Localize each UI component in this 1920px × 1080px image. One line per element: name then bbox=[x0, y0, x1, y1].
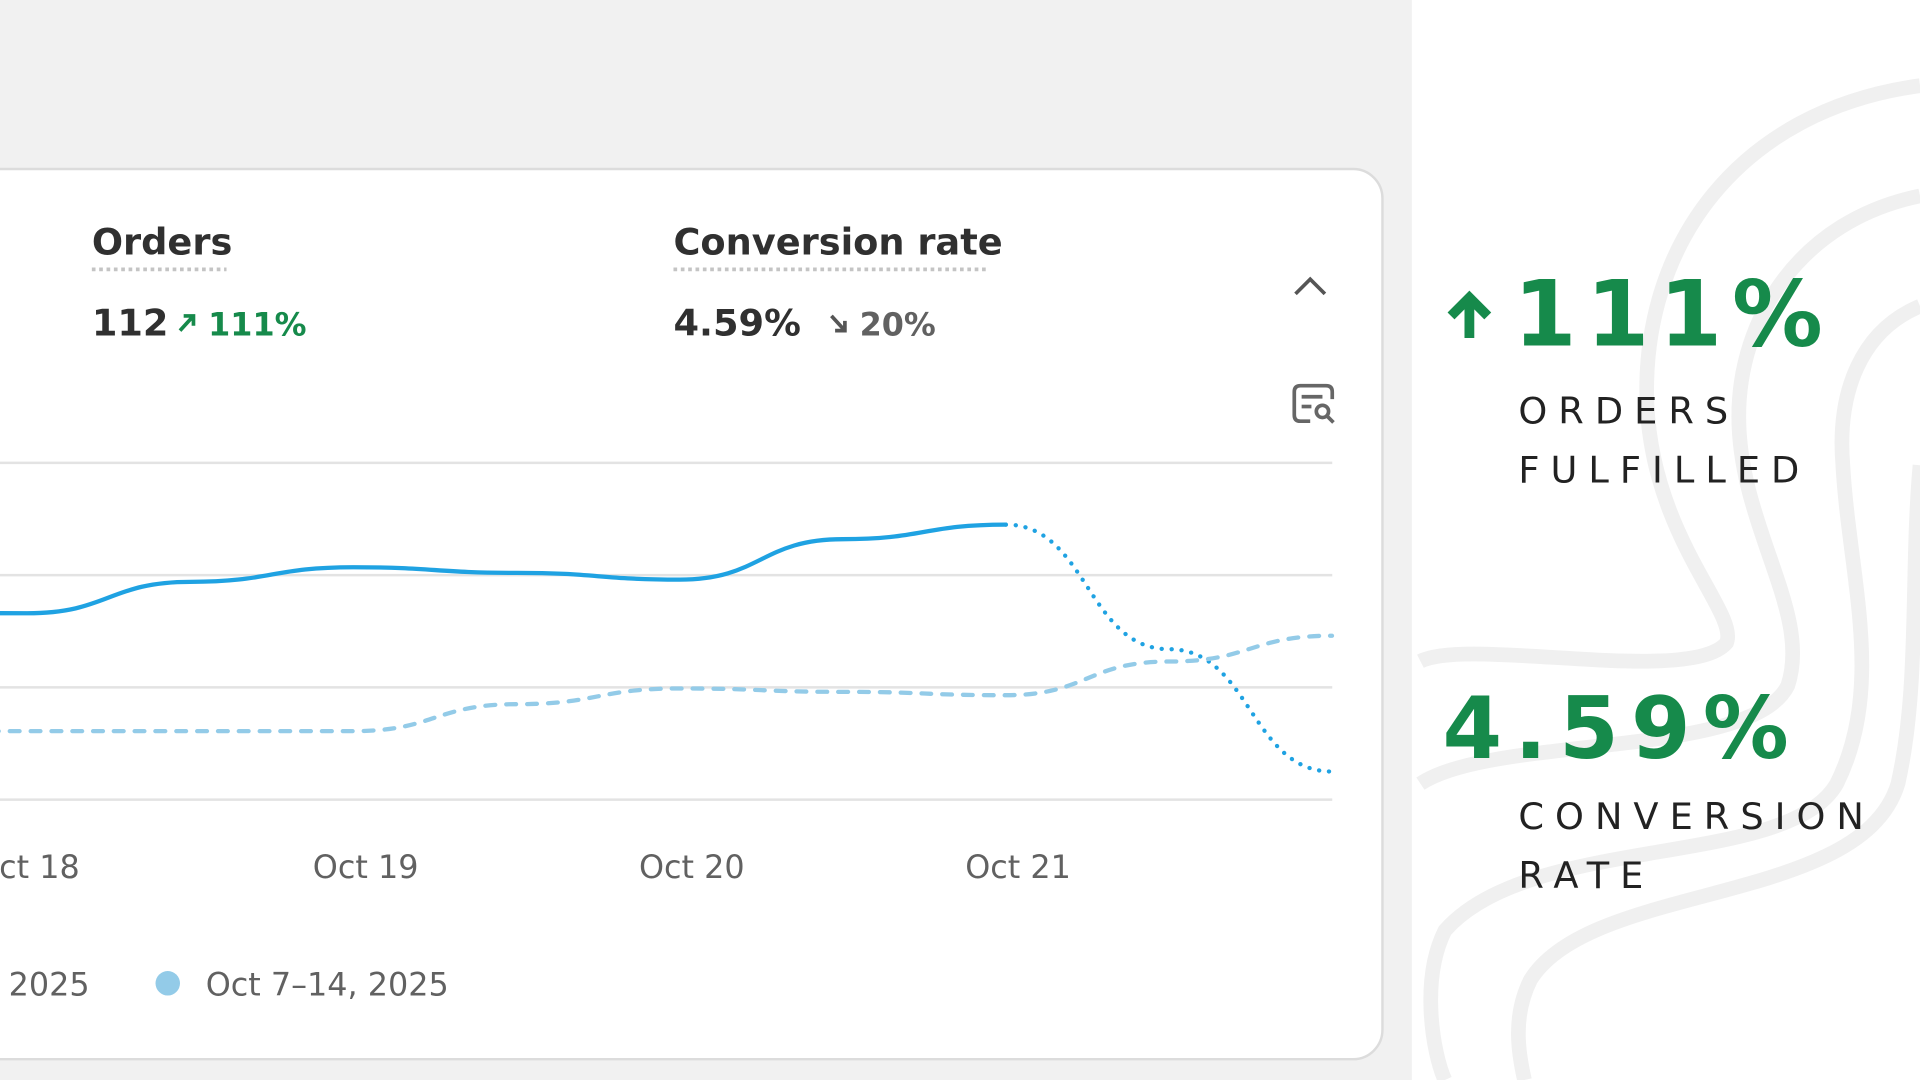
legend-dot bbox=[155, 971, 180, 996]
metric-orders[interactable]: Orders 112 111% bbox=[92, 221, 307, 345]
x-tick-label: ct 18 bbox=[0, 848, 80, 886]
metric-change: 20% bbox=[860, 306, 936, 344]
metric-value: 112 bbox=[92, 302, 169, 345]
chart-search-button[interactable] bbox=[1292, 383, 1335, 424]
x-tick-label: Oct 21 bbox=[965, 848, 1071, 886]
metric-value: 4.59% bbox=[673, 302, 800, 345]
legend-label: Oct 7–14, 2025 bbox=[206, 966, 449, 1004]
x-tick-label: Oct 19 bbox=[313, 848, 419, 886]
metric-conversion[interactable]: Conversion rate 4.59% 20% bbox=[673, 221, 1002, 345]
decor-contours bbox=[1416, 78, 1920, 1080]
legend-label: 2025 bbox=[9, 966, 90, 1004]
highlight-conversion: 4.59% CONVERSION RATE bbox=[1442, 679, 1875, 897]
highlight-value: 111% bbox=[1513, 262, 1832, 367]
series-line bbox=[0, 633, 1335, 734]
metric-change: 111% bbox=[208, 306, 306, 344]
highlight-label: FULFILLED bbox=[1518, 448, 1810, 491]
highlight-label: CONVERSION bbox=[1518, 795, 1875, 838]
collapse-button[interactable] bbox=[1294, 276, 1327, 296]
metric-label: Conversion rate bbox=[673, 221, 1002, 264]
up-arrow-icon bbox=[178, 314, 196, 332]
down-arrow-icon bbox=[830, 314, 847, 333]
x-tick-label: Oct 20 bbox=[639, 848, 745, 886]
metric-label: Orders bbox=[92, 221, 232, 264]
series-line bbox=[0, 522, 1008, 616]
up-arrow-icon bbox=[1447, 290, 1492, 338]
highlight-label: RATE bbox=[1518, 854, 1654, 897]
card bbox=[0, 167, 1384, 1061]
highlight-orders: 111% ORDERS FULFILLED bbox=[1447, 262, 1832, 491]
highlight-value: 4.59% bbox=[1442, 679, 1801, 779]
highlight-label: ORDERS bbox=[1518, 390, 1739, 433]
